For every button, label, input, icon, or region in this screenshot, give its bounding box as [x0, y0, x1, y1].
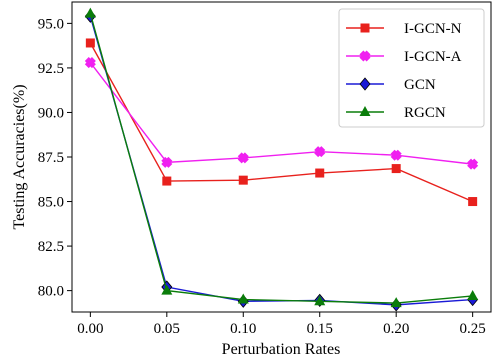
legend-label: I-GCN-N — [404, 21, 462, 37]
legend-item: RGCN — [346, 105, 446, 121]
legend-marker — [360, 23, 370, 33]
x-tick-label: 0.10 — [230, 321, 256, 337]
data-point — [467, 289, 479, 300]
series-line — [89, 42, 473, 203]
data-point — [161, 284, 173, 295]
y-axis: 80.0 82.5 85.0 87.5 90.0 92.5 95.0 — [38, 16, 72, 300]
x-axis: 0.00 0.05 0.10 0.15 0.20 0.25 — [77, 312, 486, 337]
legend-label: RGCN — [404, 105, 446, 121]
series-rgcn — [84, 7, 479, 308]
y-tick-label: 92.5 — [38, 61, 64, 77]
series-i-gcn-n — [85, 38, 478, 207]
data-point — [314, 295, 326, 306]
legend-item: GCN — [346, 77, 436, 93]
legend-label: I-GCN-A — [404, 49, 462, 65]
series-line — [89, 62, 473, 165]
series-layer — [84, 7, 479, 312]
legend-marker — [359, 77, 371, 91]
x-tick-label: 0.15 — [307, 321, 333, 337]
y-tick-label: 80.0 — [38, 284, 64, 300]
data-point — [85, 38, 95, 48]
series-i-gcn-a — [84, 57, 479, 170]
y-tick-label: 85.0 — [38, 195, 64, 211]
legend-item: I-GCN-N — [346, 21, 462, 37]
data-point — [162, 176, 172, 186]
legend: I-GCN-N I-GCN-A GCN RGCN — [338, 8, 485, 128]
y-tick-label: 87.5 — [38, 150, 64, 166]
y-axis-title: Testing Accuracies(%) — [11, 84, 28, 229]
y-tick-label: 82.5 — [38, 239, 64, 255]
data-point — [237, 293, 249, 304]
data-point — [468, 197, 478, 207]
data-point — [390, 297, 402, 308]
data-point — [84, 7, 96, 18]
legend-box — [338, 8, 485, 128]
y-tick-label: 95.0 — [38, 16, 64, 32]
x-tick-label: 0.20 — [383, 321, 409, 337]
y-tick-label: 90.0 — [38, 105, 64, 121]
legend-item: I-GCN-A — [346, 49, 462, 65]
data-point — [315, 168, 325, 178]
x-axis-title: Perturbation Rates — [222, 341, 341, 358]
series-line — [89, 13, 473, 304]
data-point — [238, 175, 248, 185]
x-tick-label: 0.00 — [77, 321, 103, 337]
x-tick-label: 0.25 — [460, 321, 486, 337]
data-point — [391, 164, 401, 174]
legend-marker — [359, 106, 371, 116]
x-tick-label: 0.05 — [154, 321, 180, 337]
legend-label: GCN — [404, 77, 436, 93]
